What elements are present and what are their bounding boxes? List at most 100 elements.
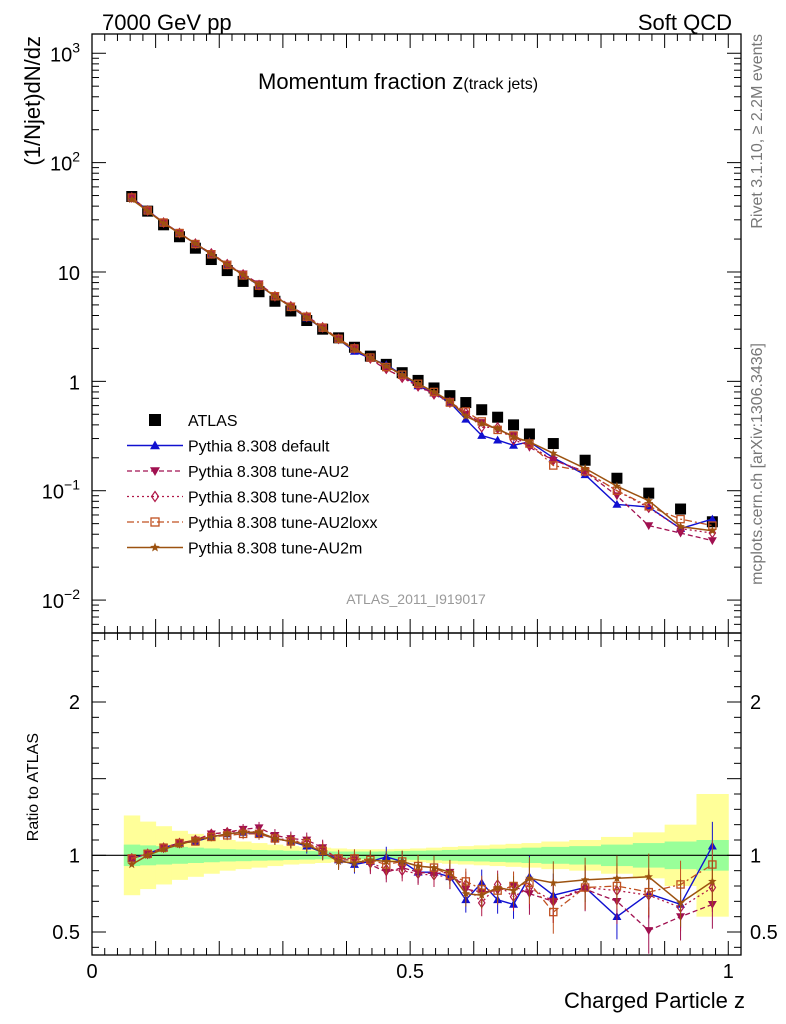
tick-exponent: 2	[72, 149, 80, 165]
ratio-point-au2m	[334, 857, 343, 866]
legend-entry-default: Pythia 8.308 default	[127, 439, 330, 456]
ratio-point-au2m	[477, 890, 486, 899]
ratio-point-au2m	[549, 878, 558, 887]
data-point-default	[707, 514, 717, 523]
tick-exponent: −1	[64, 477, 80, 493]
data-point-au2m	[334, 335, 343, 344]
ratio-point-au2m	[318, 847, 327, 856]
energy-label: 7000 GeV pp	[102, 10, 232, 35]
legend-marker-default	[150, 440, 160, 450]
data-point-atlas	[579, 454, 591, 466]
data-point-atlas	[253, 286, 265, 298]
data-point-au2m	[644, 496, 653, 505]
ratio-point-au2m	[127, 860, 136, 869]
ratio-point-au2lox	[430, 869, 438, 881]
ratio-point-au2m	[644, 872, 653, 881]
data-point-au2m	[207, 249, 216, 258]
ratio-series-au2m	[127, 826, 717, 927]
data-point-au2loxx	[318, 323, 327, 332]
data-point-au2m	[493, 424, 502, 433]
ratio-point-au2m	[612, 873, 622, 882]
category-label: Soft QCD	[638, 10, 732, 35]
data-point-au2m	[238, 270, 248, 279]
ratio-point-au2m	[676, 898, 685, 907]
data-point-au2m	[143, 206, 152, 215]
data-point-au2m	[612, 481, 622, 490]
data-point-au2m	[445, 396, 455, 405]
data-point-atlas	[547, 438, 559, 450]
data-point-au2lox	[644, 502, 653, 514]
legend-marker-atlas	[149, 414, 161, 426]
main-ytick-label: 10−1	[42, 477, 80, 504]
ratio-point-au2m	[350, 858, 359, 867]
data-point-au2	[644, 522, 654, 531]
data-point-atlas	[523, 428, 535, 440]
data-point-atlas	[611, 472, 623, 484]
data-point-au2	[707, 537, 717, 546]
data-point-au2m	[302, 312, 311, 321]
ratio-point-au2lox	[159, 842, 168, 854]
ratio-point-au2m	[429, 863, 439, 872]
main-title-text: Momentum fraction z	[258, 69, 463, 94]
legend-entry-au2m: Pythia 8.308 tune-AU2m	[127, 541, 362, 558]
legend-entry-au2loxx: Pythia 8.308 tune-AU2loxx	[127, 515, 377, 532]
data-point-au2m	[580, 463, 590, 472]
data-point-atlas	[221, 265, 233, 277]
ratio-point-au2m	[207, 832, 216, 841]
ratio-point-au2loxx	[549, 907, 558, 917]
ratio-point-au2m	[580, 875, 590, 884]
data-point-au2m	[549, 448, 558, 457]
data-point-atlas	[508, 419, 520, 431]
legend-entry-data: ATLAS	[149, 413, 238, 430]
tick-base: 10	[50, 154, 72, 176]
data-point-au2m	[429, 387, 439, 396]
main-ytick-label: 10−2	[42, 586, 80, 613]
series-au2lox	[127, 191, 717, 539]
main-plot-layer	[126, 191, 718, 546]
ratio-ytick-label-right: 2	[750, 692, 761, 714]
legend-label-au2loxx: Pythia 8.308 tune-AU2loxx	[188, 515, 377, 532]
ratio-point-au2m	[493, 883, 502, 892]
series-line-au2m	[131, 198, 713, 532]
ratio-point-au2m	[159, 844, 168, 853]
ratio-xtick-label: 0.5	[396, 961, 424, 983]
ratio-ytick-label: 0.5	[52, 922, 80, 944]
data-point-atlas	[643, 487, 655, 499]
ratio-point-au2	[644, 927, 654, 935]
ratio-point-au2m	[445, 867, 455, 876]
ratio-point-au2m	[461, 889, 471, 898]
series-default	[127, 192, 717, 533]
main-ytick-label: 102	[50, 149, 80, 176]
ratio-point-au2m	[175, 840, 184, 849]
ratio-point-au2m	[708, 876, 717, 885]
data-point-au2m	[270, 291, 280, 300]
ratio-ylabel: Ratio to ATLAS	[25, 733, 42, 841]
ratio-xlabel: Charged Particle z	[564, 988, 745, 1013]
data-point-atlas	[492, 411, 504, 423]
data-point-au2m	[254, 280, 264, 289]
ratio-point-au2m	[222, 829, 232, 838]
tick-exponent: −2	[64, 586, 80, 602]
main-ytick-label: 103	[50, 39, 80, 66]
data-point-au2m	[175, 229, 184, 238]
data-point-au2m	[676, 522, 685, 531]
ratio-point-au2m	[286, 837, 296, 846]
ratio-point-au2lox	[143, 848, 152, 860]
legend-entry-au2lox: Pythia 8.308 tune-AU2lox	[127, 490, 369, 507]
ratio-point-au2m	[525, 873, 534, 882]
legend: ATLAS Pythia 8.308 default Pythia 8.308 tu…	[127, 413, 377, 558]
series-au2m	[127, 195, 717, 535]
data-point-default	[493, 435, 503, 444]
tick-exponent: 3	[72, 39, 80, 55]
ratio-ytick-label: 2	[69, 692, 80, 714]
ratio-point-au2m	[191, 835, 200, 844]
data-point-au2m	[397, 370, 407, 379]
legend-label-au2m: Pythia 8.308 tune-AU2m	[188, 541, 362, 558]
data-point-au2lox	[708, 527, 717, 539]
legend-label-default: Pythia 8.308 default	[188, 439, 330, 456]
legend-label-data: ATLAS	[188, 413, 238, 430]
ratio-line-au2	[131, 827, 713, 932]
data-point-au2loxx	[549, 461, 558, 470]
